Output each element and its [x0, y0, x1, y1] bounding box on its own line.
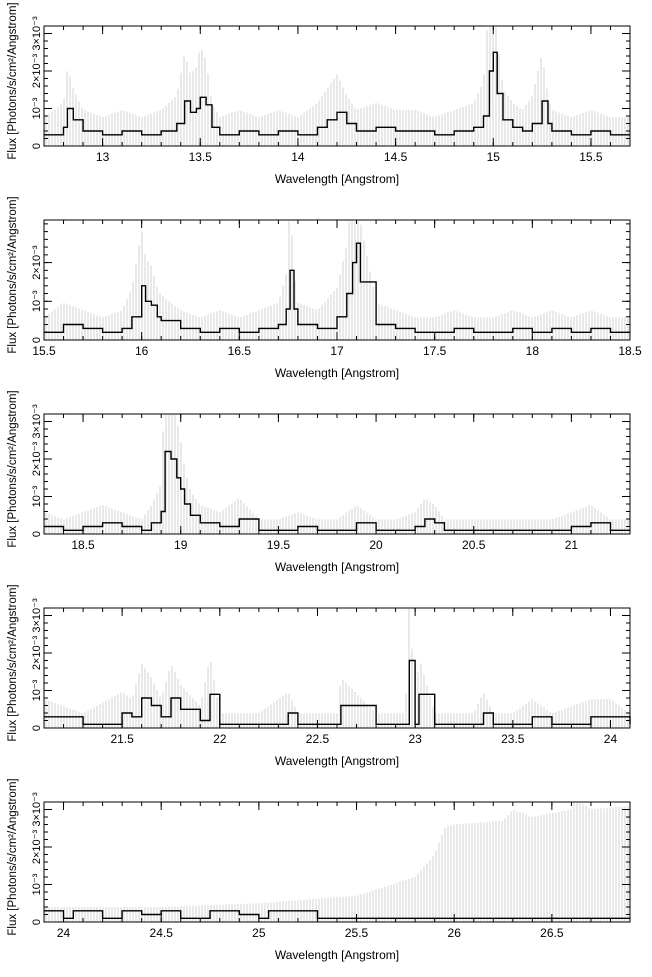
x-tick-label: 15 — [487, 150, 501, 164]
x-tick-label: 14.5 — [384, 150, 408, 164]
y-tick-label: 2×10⁻³ — [31, 636, 43, 671]
x-tick-label: 19.5 — [267, 538, 291, 552]
x-tick-label: 24 — [57, 926, 71, 940]
y-tick-label: 10⁻³ — [31, 97, 43, 119]
x-tick-label: 25 — [252, 926, 266, 940]
y-axis-label: Flux [Photons/s/cm²/Angstrom] — [7, 2, 19, 159]
x-tick-label: 18.5 — [618, 344, 642, 358]
y-tick-label: 3×10⁻³ — [31, 792, 43, 827]
x-tick-label: 15.5 — [579, 150, 603, 164]
x-tick-label: 16.5 — [228, 344, 252, 358]
spectrum-line-5 — [44, 910, 630, 919]
error-envelope-1 — [45, 27, 629, 146]
x-tick-label: 19 — [174, 538, 188, 552]
x-tick-label: 24.5 — [150, 926, 174, 940]
y-tick-label: 0 — [31, 337, 43, 343]
x-tick-label: 21.5 — [110, 732, 134, 746]
y-tick-label: 0 — [31, 919, 43, 925]
y-tick-label: 2×10⁻³ — [31, 830, 43, 865]
y-axis-label: Flux [Photons/s/cm²/Angstrom] — [7, 584, 19, 741]
x-tick-label: 25.5 — [345, 926, 369, 940]
x-tick-label: 14 — [291, 150, 305, 164]
y-tick-label: 3×10⁻³ — [31, 404, 43, 439]
x-tick-label: 18 — [526, 344, 540, 358]
error-envelope-2 — [45, 221, 629, 340]
x-tick-label: 22 — [213, 732, 227, 746]
error-envelope-4 — [45, 609, 629, 728]
x-axis-label: Wavelength [Angstrom] — [275, 948, 399, 962]
y-tick-label: 0 — [31, 531, 43, 537]
y-tick-label: 3×10⁻³ — [31, 16, 43, 51]
y-tick-label: 10⁻³ — [31, 679, 43, 701]
x-tick-label: 23 — [408, 732, 422, 746]
y-tick-label: 2×10⁻³ — [31, 245, 43, 280]
y-tick-label: 10⁻³ — [31, 485, 43, 507]
x-tick-label: 17 — [330, 344, 344, 358]
x-tick-label: 24 — [604, 732, 618, 746]
x-axis-label: Wavelength [Angstrom] — [275, 754, 399, 768]
error-envelope-3 — [45, 415, 629, 534]
x-axis-label: Wavelength [Angstrom] — [275, 366, 399, 380]
x-tick-label: 15.5 — [32, 344, 56, 358]
y-tick-label: 2×10⁻³ — [31, 442, 43, 477]
plot-frame-4 — [43, 607, 631, 729]
x-tick-label: 22.5 — [306, 732, 330, 746]
x-tick-label: 18.5 — [71, 538, 95, 552]
y-tick-label: 0 — [31, 143, 43, 149]
x-tick-label: 13 — [96, 150, 110, 164]
x-tick-label: 20.5 — [462, 538, 486, 552]
error-envelope-5 — [45, 803, 629, 922]
x-axis-label: Wavelength [Angstrom] — [275, 560, 399, 574]
spectrum-line-2 — [44, 242, 630, 333]
y-tick-label: 3×10⁻³ — [31, 598, 43, 633]
x-tick-label: 21 — [565, 538, 579, 552]
x-tick-label: 23.5 — [501, 732, 525, 746]
y-axis-label: Flux [Photons/s/cm²/Angstrom] — [7, 390, 19, 547]
y-axis-label: Flux [Photons/s/cm²/Angstrom] — [7, 778, 19, 935]
x-tick-label: 13.5 — [189, 150, 213, 164]
x-tick-label: 26.5 — [540, 926, 564, 940]
y-tick-label: 10⁻³ — [31, 873, 43, 895]
x-tick-label: 17.5 — [423, 344, 447, 358]
spectrum-line-3 — [44, 450, 630, 531]
y-tick-label: 2×10⁻³ — [31, 54, 43, 89]
y-tick-label: 10⁻³ — [31, 290, 43, 312]
x-tick-label: 16 — [135, 344, 149, 358]
x-axis-label: Wavelength [Angstrom] — [275, 172, 399, 186]
y-tick-label: 0 — [31, 725, 43, 731]
x-tick-label: 20 — [369, 538, 383, 552]
spectrum-line-1 — [44, 51, 630, 136]
plot-frame-3 — [43, 413, 631, 535]
y-axis-label: Flux [Photons/s/cm²/Angstrom] — [7, 196, 19, 353]
x-tick-label: 26 — [448, 926, 462, 940]
